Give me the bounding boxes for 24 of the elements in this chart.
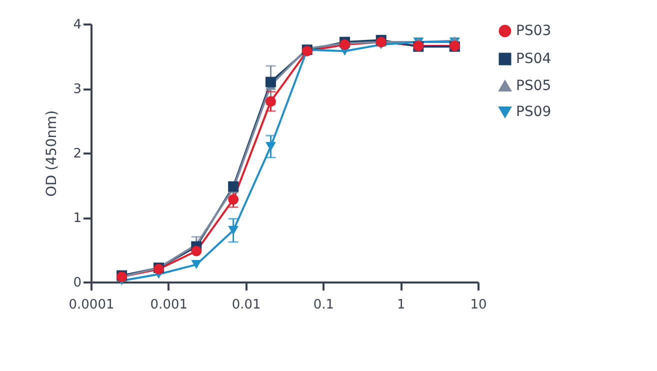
point — [228, 226, 239, 235]
point — [265, 96, 276, 107]
y-tick-label: 2 — [73, 146, 82, 162]
x-tick-label: 0.0001 — [68, 298, 114, 312]
point — [228, 194, 239, 205]
y-axis-title: OD (450nm) — [44, 110, 60, 197]
x-tick-label: 1 — [396, 298, 406, 312]
point — [191, 246, 202, 256]
y-tick-label: 3 — [73, 82, 82, 97]
x-tick-label: 0.001 — [150, 298, 188, 312]
legend-label: PS04 — [516, 51, 552, 67]
legend-label: PS05 — [516, 78, 552, 94]
x-tick-label: 0.01 — [232, 298, 261, 312]
y-tick-label: 1 — [73, 211, 82, 226]
point — [265, 142, 276, 152]
legend-label: PS03 — [516, 23, 552, 39]
y-tick-label: 4 — [73, 18, 82, 32]
y-tick-label: 0 — [73, 276, 82, 290]
point — [191, 260, 202, 270]
x-tick-label: 0.1 — [313, 298, 334, 312]
legend-label: PS09 — [516, 104, 552, 120]
point — [228, 181, 239, 192]
x-tick-label: 10 — [470, 298, 487, 312]
point — [265, 76, 276, 88]
